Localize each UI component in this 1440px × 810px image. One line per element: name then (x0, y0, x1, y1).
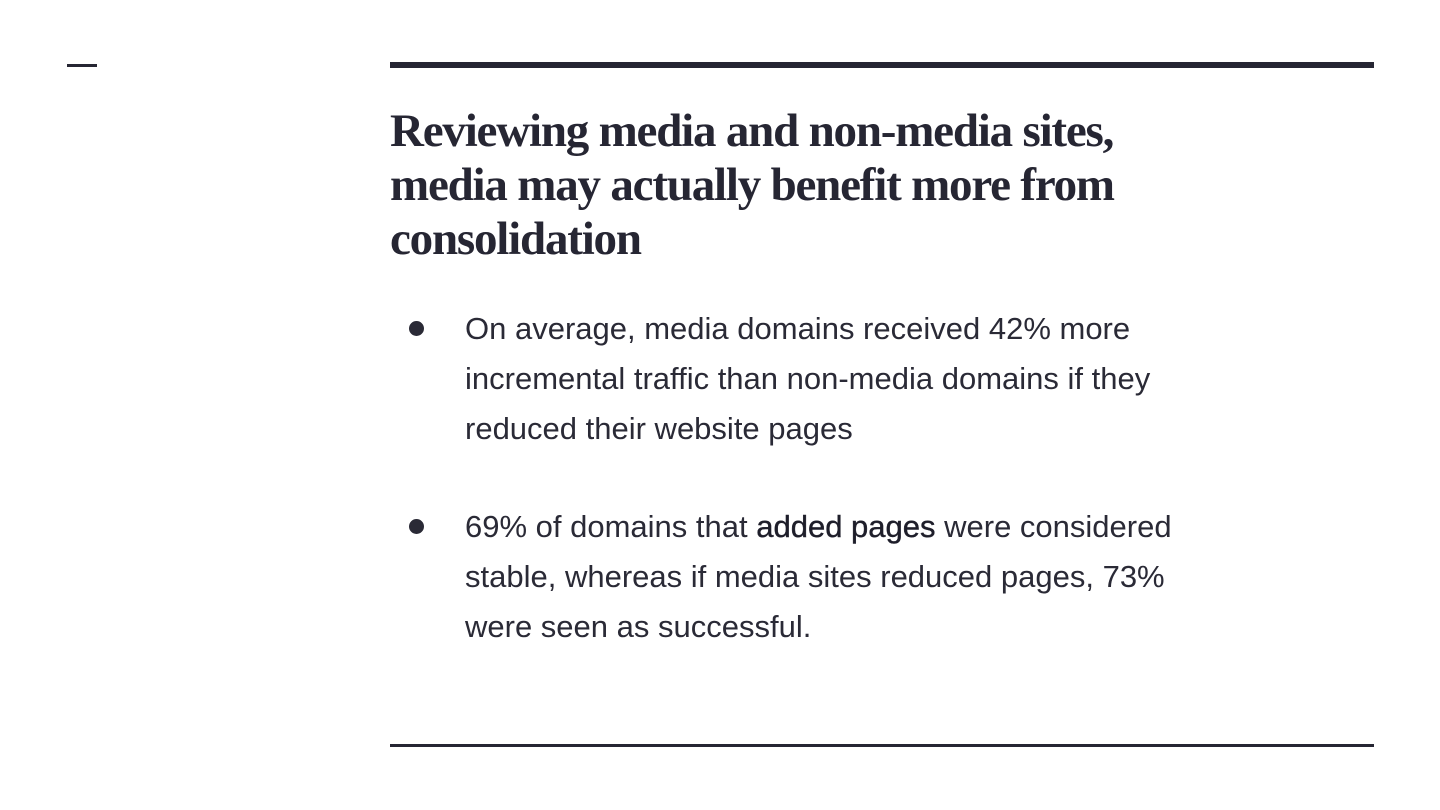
bullet-line: stable, whereas if media sites reduced p… (465, 559, 1165, 594)
bullet-line: were seen as successful. (465, 609, 812, 644)
bullet-dot (409, 519, 424, 534)
bottom-rule (390, 744, 1374, 747)
bullet-line: On average, media domains received 42% m… (465, 311, 1131, 346)
text: 69% of domains that (465, 509, 757, 544)
title: Reviewing media and non-media sites, med… (390, 104, 1115, 266)
title-line: media may actually benefit more from (390, 159, 1115, 211)
bullet: On average, media domains received 42% m… (409, 304, 1151, 454)
text: were considered (935, 509, 1172, 544)
bullet: 69% of domains that added pages were con… (409, 502, 1172, 652)
bullet-line: 69% of domains that added pages were con… (465, 502, 1172, 552)
emphasis: added pages (756, 509, 936, 544)
bullet-line: incremental traffic than non-media domai… (465, 361, 1151, 396)
bullet-line: reduced their website pages (465, 411, 853, 446)
corner-dash (67, 64, 97, 67)
bullet-dot (409, 321, 424, 336)
title-line: Reviewing media and non-media sites, (390, 105, 1114, 157)
top-rule (390, 62, 1374, 68)
title-line: consolidation (390, 213, 642, 265)
